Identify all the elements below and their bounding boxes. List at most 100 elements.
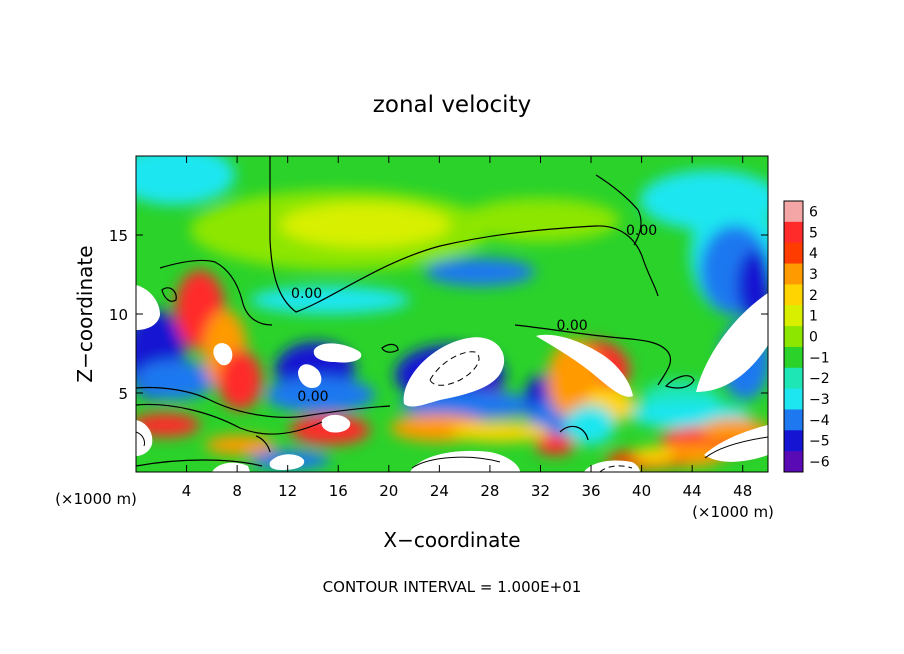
contour-label: 0.00 (291, 286, 322, 302)
colorbar-swatch (784, 263, 803, 285)
zero-contour (136, 386, 391, 418)
saturated-regions (136, 285, 768, 472)
y-axis-title: Z−coordinate (73, 245, 97, 382)
saturated-region (298, 364, 322, 388)
colorbar-swatch (784, 221, 803, 244)
contour-labels: 0.00 0.00 0.00 0.00 (291, 223, 657, 405)
x-tick-label: 8 (232, 482, 242, 500)
field-patch (565, 405, 615, 445)
colorbar-label: 3 (809, 267, 818, 283)
x-tick-label: 40 (632, 482, 651, 500)
colorbar-label: −6 (809, 455, 830, 471)
colorbar-swatch (784, 201, 803, 223)
colorbar-label: −5 (809, 434, 830, 450)
colorbar-label: −3 (809, 392, 830, 408)
x-unit-right: (×1000 m) (692, 503, 774, 521)
x-tick-label: 44 (683, 482, 702, 500)
positive-contour (136, 431, 145, 447)
contour-label: 0.00 (556, 318, 587, 334)
contour-label: 0.00 (297, 389, 328, 405)
colorbar-label: 1 (809, 309, 818, 325)
negative-contour (599, 465, 633, 472)
x-tick-label: 36 (581, 482, 600, 500)
colorbar-label: −2 (809, 371, 830, 387)
field-patch (280, 203, 450, 247)
zero-contour (595, 174, 642, 246)
zero-contour (559, 425, 589, 441)
colorbar-frame (783, 200, 804, 473)
colorbar-label: 2 (809, 288, 818, 304)
saturated-region (313, 343, 362, 363)
field-patch (460, 198, 620, 242)
contour-interval-note: CONTOUR INTERVAL = 1.000E+01 (323, 578, 582, 596)
colorbar-swatch (784, 346, 803, 369)
colorbar: 6 5 4 3 2 1 0 −1 −2 −3 −4 −5 −6 (783, 200, 830, 473)
y-tick-label: 15 (109, 227, 128, 245)
saturated-region (212, 462, 250, 472)
x-tick-label: 48 (733, 482, 752, 500)
colorbar-swatch (784, 451, 803, 473)
saturated-region (696, 293, 768, 392)
colorbar-swatch (784, 284, 803, 306)
x-tick-label: 28 (480, 482, 499, 500)
field-patch (136, 413, 200, 437)
negative-contour (429, 351, 480, 386)
chart-title: zonal velocity (373, 92, 531, 118)
positive-contour (704, 436, 768, 459)
x-tick-label: 24 (430, 482, 449, 500)
y-axis: 5 10 15 (109, 227, 768, 403)
x-tick-label: 16 (329, 482, 348, 500)
plot-area (136, 156, 768, 472)
field-patch (425, 258, 535, 286)
contour-label: 0.00 (626, 223, 657, 239)
saturated-region (410, 450, 520, 472)
colorbar-label: 6 (809, 204, 818, 220)
y-tick-label: 10 (109, 306, 128, 324)
saturated-region (136, 285, 160, 330)
zero-contour (269, 156, 659, 313)
x-unit-left: (×1000 m) (55, 490, 137, 508)
field-patch (136, 360, 215, 400)
saturated-region (536, 334, 633, 397)
colorbar-swatch (784, 242, 803, 265)
colorbar-swatch (784, 367, 803, 390)
velocity-field (136, 156, 768, 470)
x-tick-label: 4 (182, 482, 192, 500)
colorbar-swatch (784, 326, 803, 348)
field-patch (633, 447, 677, 463)
colorbar-label: −1 (809, 350, 830, 366)
colorbar-swatch (784, 388, 803, 410)
colorbar-swatch (784, 430, 803, 452)
x-tick-label: 32 (531, 482, 550, 500)
x-axis: 4 8 12 16 20 24 28 32 36 40 44 48 (182, 156, 752, 500)
x-tick-label: 20 (379, 482, 398, 500)
y-tick-label: 5 (118, 385, 128, 403)
field-patch (250, 286, 410, 314)
saturated-region (136, 420, 153, 456)
colorbar-label: 5 (809, 225, 818, 241)
zero-contour (136, 459, 263, 467)
x-axis-title: X−coordinate (383, 528, 520, 552)
contour-lines (136, 156, 768, 472)
x-tick-label: 12 (278, 482, 297, 500)
field-patch (265, 377, 375, 413)
field-patch (535, 435, 575, 455)
colorbar-label: 4 (809, 246, 818, 262)
field-patch (136, 156, 235, 205)
zero-contour (381, 343, 399, 353)
zero-contour (255, 435, 271, 453)
saturated-region (213, 343, 233, 366)
field-patch (218, 350, 262, 410)
colorbar-swatch (784, 409, 803, 431)
saturated-region (403, 337, 505, 407)
zero-contour (514, 324, 672, 386)
colorbar-swatch (784, 305, 803, 327)
saturated-region (269, 454, 305, 470)
colorbar-label: −4 (809, 413, 830, 429)
field-patch (205, 435, 275, 455)
positive-contour (411, 456, 501, 469)
saturated-region (321, 414, 351, 433)
colorbar-label: 0 (809, 330, 818, 346)
zero-contour (664, 375, 695, 389)
